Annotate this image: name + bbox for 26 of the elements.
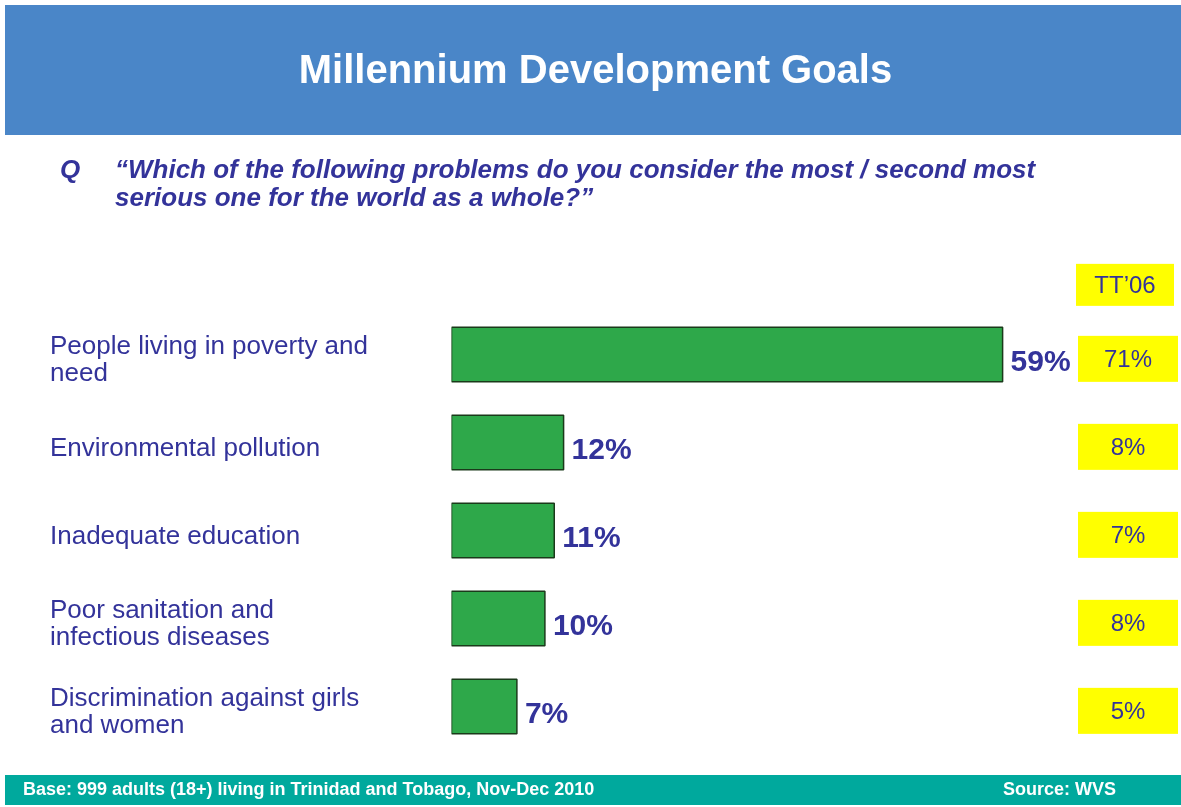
text: Base: 999 adults (18+) living in Trinidad and Tobago, Nov-Dec 2010 — [22, 778, 595, 802]
text: 71% — [1078, 335, 1178, 383]
chart-title: Millennium Development Goals — [5, 5, 1181, 135]
bar — [451, 414, 565, 471]
data-label: 59% — [1010, 344, 1071, 377]
y-tick-label: Environmental pollution — [50, 431, 321, 462]
bar — [451, 502, 555, 559]
text: 5% — [1078, 687, 1178, 735]
y-tick-label: Discrimination against girls and women — [50, 682, 360, 739]
data-label: 7% — [524, 696, 569, 729]
bar — [451, 326, 1004, 383]
text: 8% — [1078, 423, 1178, 471]
y-tick-label: Poor sanitation and infectious diseases — [50, 594, 275, 651]
source-note: Source: WVS — [1002, 778, 1117, 802]
text: TT’06 — [1076, 263, 1174, 307]
text: 7% — [1078, 511, 1178, 559]
text: Q — [60, 154, 82, 186]
data-label: 11% — [562, 520, 621, 553]
text: 8% — [1078, 599, 1178, 647]
y-tick-label: People living in poverty and need — [50, 330, 368, 387]
bar — [451, 678, 518, 735]
bar — [451, 590, 546, 647]
chart-subtitle: “Which of the following problems do you consider the most / second most serious one for the world as a whole?” — [115, 154, 1037, 212]
y-tick-label: Inadequate education — [50, 519, 301, 550]
data-label: 10% — [552, 608, 613, 641]
data-label: 12% — [571, 432, 632, 465]
